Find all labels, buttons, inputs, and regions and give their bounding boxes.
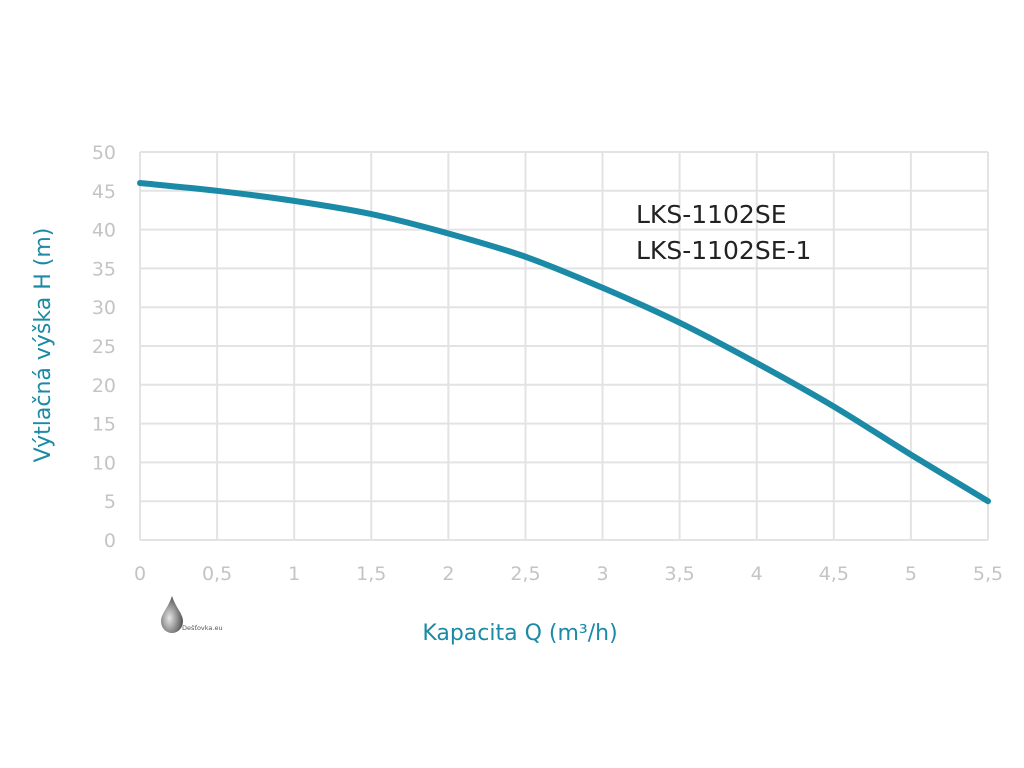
y-tick-label: 50 xyxy=(92,142,116,164)
y-tick-label: 15 xyxy=(92,414,116,436)
y-tick-label: 0 xyxy=(104,530,116,552)
x-tick-label: 3,5 xyxy=(665,563,695,585)
y-axis-label: Výtlačná výška H (m) xyxy=(31,228,56,463)
x-tick-label: 4,5 xyxy=(819,563,849,585)
grid xyxy=(139,151,989,541)
x-axis-label: Kapacita Q (m³/h) xyxy=(422,621,617,646)
legend: LKS-1102SE LKS-1102SE-1 xyxy=(636,200,811,265)
x-tick-label: 5,5 xyxy=(973,563,1003,585)
series-line xyxy=(137,180,991,505)
y-tick-labels: 0 5 10 15 20 25 30 35 40 45 50 xyxy=(92,142,116,552)
x-tick-label: 5 xyxy=(905,563,917,585)
watermark-text: Dešťovka.eu xyxy=(182,623,223,632)
y-tick-label: 5 xyxy=(104,491,116,513)
x-tick-label: 4 xyxy=(751,563,763,585)
x-tick-label: 0,5 xyxy=(202,563,232,585)
x-tick-label: 1 xyxy=(288,563,300,585)
legend-line-1: LKS-1102SE xyxy=(636,200,787,229)
y-tick-label: 35 xyxy=(92,258,116,280)
y-tick-label: 45 xyxy=(92,181,116,203)
series-group xyxy=(137,180,991,505)
y-tick-label: 10 xyxy=(92,452,116,474)
y-tick-label: 30 xyxy=(92,297,116,319)
x-tick-label: 0 xyxy=(134,563,146,585)
y-tick-label: 25 xyxy=(92,336,116,358)
x-tick-label: 1,5 xyxy=(356,563,386,585)
legend-line-2: LKS-1102SE-1 xyxy=(636,236,811,265)
y-tick-label: 40 xyxy=(92,220,116,242)
x-tick-labels: 0 0,5 1 1,5 2 2,5 3 3,5 4 4,5 5 5,5 xyxy=(134,563,1003,585)
x-tick-label: 2,5 xyxy=(510,563,540,585)
water-drop-icon xyxy=(161,596,183,633)
y-tick-label: 20 xyxy=(92,375,116,397)
x-tick-label: 2 xyxy=(442,563,454,585)
watermark-logo: Dešťovka.eu xyxy=(161,596,223,633)
x-tick-label: 3 xyxy=(596,563,608,585)
